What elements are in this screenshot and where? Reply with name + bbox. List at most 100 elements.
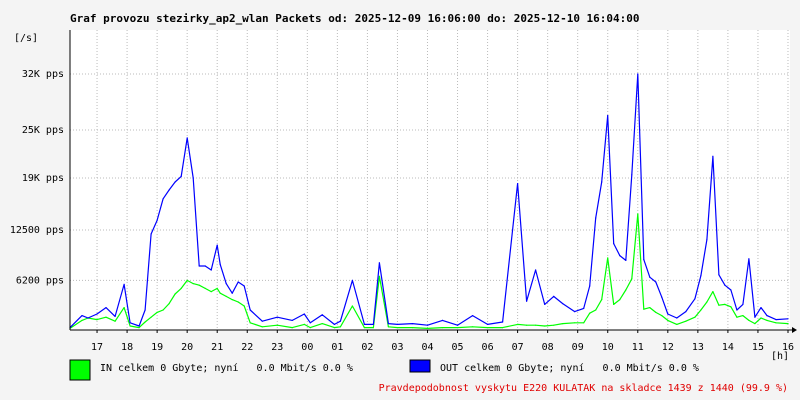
data-point-in — [595, 309, 597, 311]
data-point-in — [387, 326, 389, 328]
data-point-in — [706, 301, 708, 303]
x-tick-label: 04 — [421, 342, 433, 353]
x-tick-label: 08 — [542, 342, 554, 353]
data-point-out — [192, 177, 194, 179]
data-point-in — [309, 327, 311, 329]
data-point-out — [544, 303, 546, 305]
legend-swatch-in — [69, 359, 91, 381]
x-tick-label: 19 — [151, 342, 163, 353]
data-point-out — [96, 313, 98, 315]
data-point-out — [667, 313, 669, 315]
data-point-out — [649, 276, 651, 278]
data-point-out — [631, 174, 633, 176]
data-point-in — [378, 275, 380, 277]
data-point-in — [210, 291, 212, 293]
x-tick-label: 05 — [452, 342, 464, 353]
data-point-out — [694, 298, 696, 300]
x-axis-arrow — [792, 327, 797, 333]
data-point-in — [730, 306, 732, 308]
data-point-in — [363, 327, 365, 329]
data-point-out — [661, 296, 663, 298]
data-point-out — [637, 73, 639, 75]
data-point-in — [138, 327, 140, 329]
chart-title: Graf provozu stezirky_ap2_wlan Packets o… — [70, 12, 640, 25]
data-point-in — [589, 312, 591, 314]
data-point-out — [363, 323, 365, 325]
data-point-out — [787, 318, 789, 320]
data-point-in — [186, 279, 188, 281]
data-point-in — [700, 309, 702, 311]
data-point-out — [396, 323, 399, 325]
x-tick-label: 23 — [271, 342, 283, 353]
data-point-out — [730, 289, 732, 291]
data-point-in — [351, 305, 353, 307]
data-point-out — [150, 233, 152, 235]
status-message: Pravdepodobnost vyskytu E220 KULATAK na … — [379, 383, 788, 394]
data-point-in — [553, 324, 555, 326]
data-point-in — [249, 322, 251, 324]
data-point-in — [601, 299, 603, 301]
x-tick-labels: 17 18 19 20 21 22 23 00 01 02 03 04 05 06 07 08 09 10 11 12… — [91, 342, 794, 353]
data-point-out — [114, 315, 116, 317]
data-point-out — [775, 319, 777, 321]
data-point-in — [535, 324, 537, 326]
data-point-out — [303, 313, 305, 315]
data-point-out — [309, 322, 311, 324]
data-point-out — [243, 285, 245, 287]
data-point-out — [276, 316, 278, 318]
data-point-in — [96, 319, 98, 321]
data-point-out — [339, 320, 341, 322]
data-point-out — [502, 321, 504, 323]
data-point-out — [333, 323, 335, 325]
data-point-out — [426, 324, 429, 326]
data-point-in — [613, 303, 615, 305]
data-point-in — [174, 293, 176, 295]
data-point-out — [123, 283, 125, 285]
data-point-out — [291, 319, 293, 321]
data-point-in — [718, 304, 720, 306]
data-point-out — [180, 175, 182, 177]
data-point-out — [168, 189, 170, 191]
data-point-in — [775, 322, 777, 324]
data-point-out — [186, 137, 188, 139]
data-point-out — [517, 183, 519, 185]
x-tick-label: 00 — [301, 342, 313, 353]
data-point-in — [333, 327, 335, 329]
data-point-out — [216, 244, 218, 246]
data-point-out — [607, 115, 609, 117]
series-line-in — [69, 213, 789, 329]
data-point-out — [105, 307, 107, 309]
data-point-out — [643, 259, 645, 261]
data-point-out — [231, 292, 233, 294]
data-point-out — [589, 285, 591, 287]
data-point-in — [685, 320, 687, 322]
data-point-out — [456, 324, 459, 326]
data-point-out — [655, 281, 657, 283]
data-point-in — [787, 323, 789, 325]
data-point-out — [766, 315, 768, 317]
data-point-out — [204, 265, 206, 267]
data-point-in — [204, 287, 206, 289]
data-point-out — [138, 325, 140, 327]
data-point-out — [237, 281, 239, 283]
x-tick-label: 22 — [241, 342, 253, 353]
x-tick-label: 03 — [391, 342, 403, 353]
data-point-out — [754, 316, 756, 318]
data-point-out — [736, 309, 738, 311]
data-point-out — [225, 283, 227, 285]
data-point-in — [736, 316, 738, 318]
data-point-in — [607, 257, 609, 259]
data-point-in — [766, 319, 768, 321]
y-axis-unit-label: [/s] — [14, 33, 38, 44]
series-layer — [69, 73, 789, 329]
data-point-out — [87, 317, 89, 319]
data-point-in — [544, 325, 546, 327]
data-point-out — [129, 322, 131, 324]
x-tick-label: 17 — [91, 342, 103, 353]
data-point-in — [625, 289, 627, 291]
x-tick-label: 12 — [662, 342, 674, 353]
data-point-out — [81, 315, 83, 317]
data-point-out — [378, 262, 380, 264]
data-point-in — [231, 299, 233, 301]
